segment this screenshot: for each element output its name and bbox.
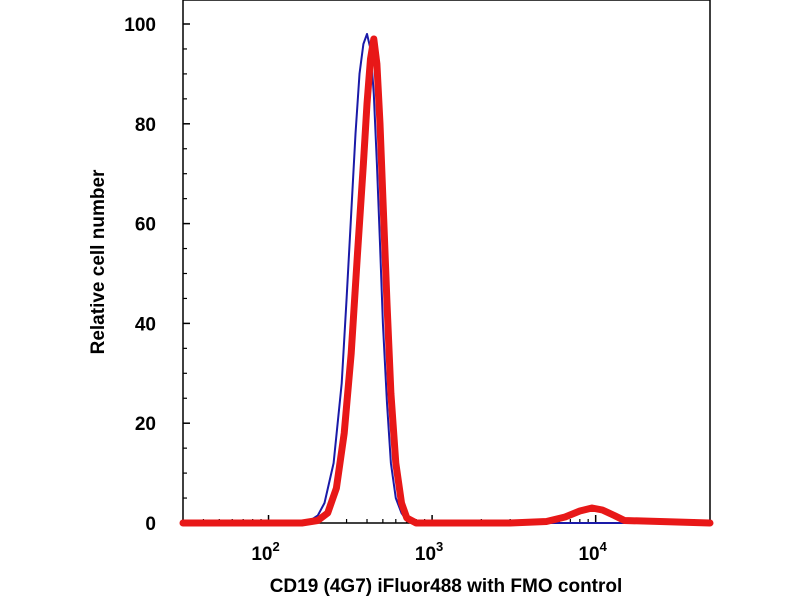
y-axis-label: Relative cell number xyxy=(88,169,109,354)
y-tick-label: 100 xyxy=(124,15,156,36)
plot-frame xyxy=(182,0,711,524)
x-tick-exponent: 3 xyxy=(436,539,443,554)
x-axis-label: CD19 (4G7) iFluor488 with FMO control xyxy=(270,576,623,597)
series-line-1 xyxy=(179,35,714,527)
x-tick-base: 10 xyxy=(578,544,599,565)
y-axis-ticks: 0 20 40 60 80 100 xyxy=(124,15,190,535)
series-layer xyxy=(179,33,714,527)
x-tick-exponent: 2 xyxy=(272,539,279,554)
y-tick-label: 40 xyxy=(135,314,156,335)
x-tick-label: 102 xyxy=(251,539,279,565)
x-tick-label: 104 xyxy=(578,539,607,565)
y-tick-label: 0 xyxy=(145,514,156,535)
y-tick-label: 20 xyxy=(135,414,156,435)
x-tick-base: 10 xyxy=(251,544,272,565)
series-line-0 xyxy=(182,33,711,524)
x-tick-label: 103 xyxy=(415,539,443,565)
x-tick-base: 10 xyxy=(415,544,436,565)
y-tick-label: 60 xyxy=(135,215,156,236)
y-tick-label: 80 xyxy=(135,115,156,136)
x-tick-exponent: 4 xyxy=(600,539,608,554)
